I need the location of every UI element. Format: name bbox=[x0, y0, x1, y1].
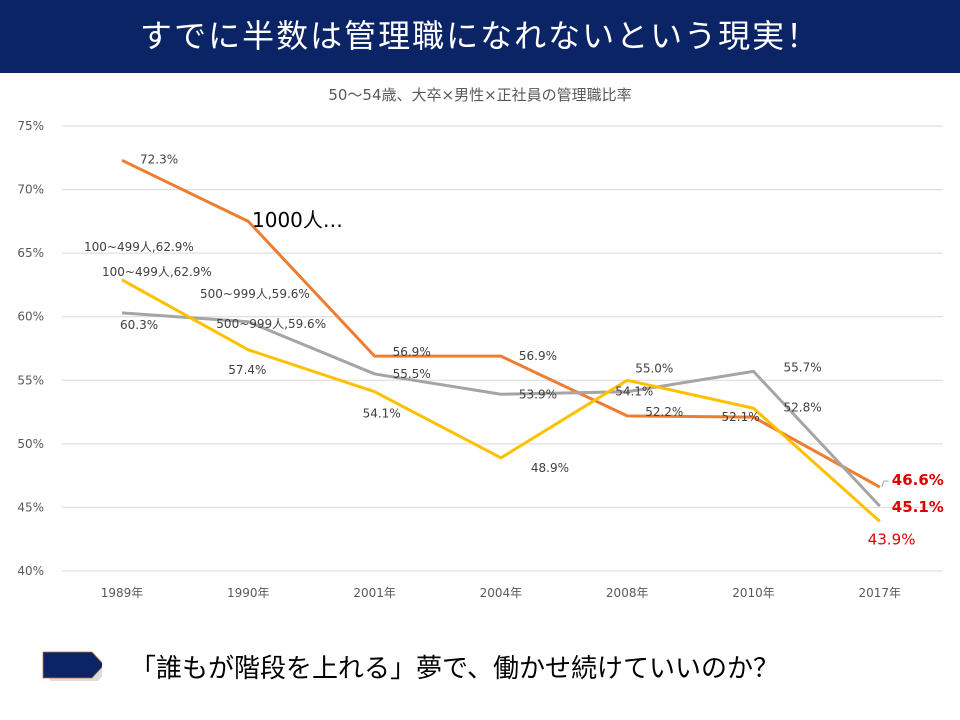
y-tick-label: 40% bbox=[17, 564, 44, 578]
line-chart: 40% 45% 50% 55% 60% 65% 70% 75% 1989年 1990年 2001年 2… bbox=[17, 119, 944, 600]
data-label: 500~999人,59.6% bbox=[216, 317, 326, 331]
y-tick-label: 70% bbox=[17, 183, 44, 197]
y-tick-label: 55% bbox=[17, 373, 44, 387]
leader-line bbox=[881, 480, 889, 488]
annotation-100-499: 100~499人,62.9% bbox=[84, 240, 194, 254]
y-tick-label: 75% bbox=[17, 119, 44, 133]
annotation-1000: 1000人… bbox=[252, 208, 343, 232]
data-label: 52.8% bbox=[784, 400, 822, 414]
data-label: 56.9% bbox=[519, 349, 557, 363]
x-tick-label: 2001年 bbox=[353, 586, 396, 600]
data-label: 60.3% bbox=[120, 318, 158, 332]
pentagon-arrow-right-icon bbox=[42, 651, 102, 681]
data-label: 52.1% bbox=[722, 410, 760, 424]
series-line-1 bbox=[121, 311, 881, 508]
data-label: 48.9% bbox=[531, 461, 569, 475]
x-tick-label: 1990年 bbox=[227, 586, 270, 600]
chart-title: 50～54歳、大卒×男性×正社員の管理職比率 bbox=[328, 86, 632, 104]
x-tick-label: 2017年 bbox=[859, 586, 902, 600]
annotation-500-999: 500~999人,59.6% bbox=[200, 287, 310, 301]
data-label: 54.1% bbox=[363, 407, 401, 421]
data-label: 46.6% bbox=[892, 471, 944, 489]
data-label: 45.1% bbox=[892, 498, 944, 516]
data-label: 56.9% bbox=[393, 345, 431, 359]
data-label: 57.4% bbox=[228, 363, 266, 377]
data-label: 100~499人,62.9% bbox=[102, 265, 212, 279]
data-label: 55.7% bbox=[784, 360, 822, 374]
x-tick-label: 2008年 bbox=[606, 586, 649, 600]
data-label: 53.9% bbox=[519, 387, 557, 401]
x-tick-label: 2010年 bbox=[732, 586, 775, 600]
series-line-0 bbox=[121, 158, 881, 489]
y-tick-label: 50% bbox=[17, 437, 44, 451]
slide-title: すでに半数は管理職になれないという現実！ bbox=[0, 0, 960, 73]
series-line-2 bbox=[121, 278, 881, 523]
footer-message: 「誰もが階段を上れる」夢で、働かせ続けていいのか？ bbox=[130, 654, 779, 684]
data-label: 55.5% bbox=[393, 367, 431, 381]
y-tick-label: 45% bbox=[17, 500, 44, 514]
data-label: 43.9% bbox=[868, 530, 916, 548]
data-label: 72.3% bbox=[140, 152, 178, 166]
data-label: 52.2% bbox=[645, 405, 683, 419]
x-tick-label: 2004年 bbox=[480, 586, 523, 600]
x-tick-label: 1989年 bbox=[101, 586, 144, 600]
data-label: 55.0% bbox=[635, 361, 673, 375]
y-tick-label: 60% bbox=[17, 310, 44, 324]
y-tick-label: 65% bbox=[17, 246, 44, 260]
data-label: 54.1% bbox=[615, 385, 653, 399]
